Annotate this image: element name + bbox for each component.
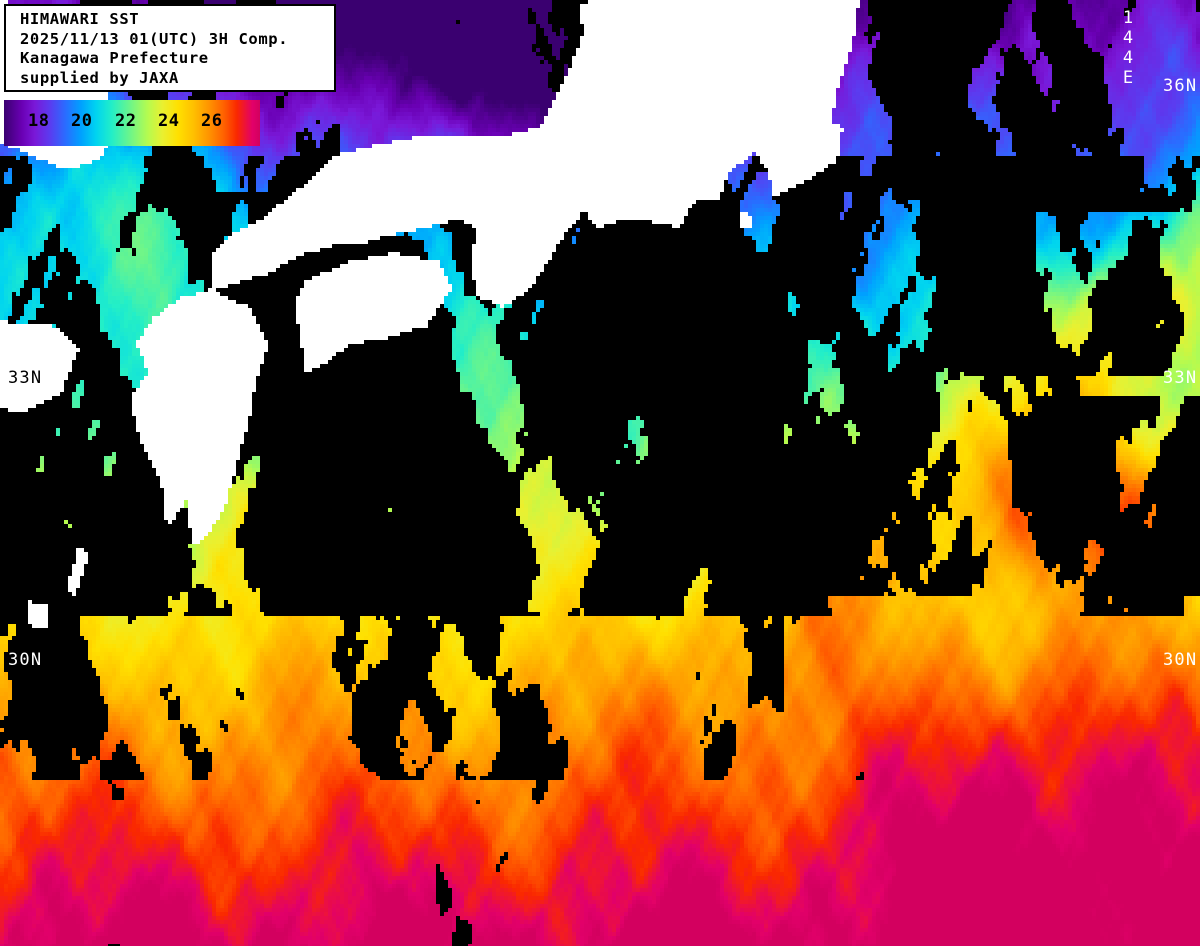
lat-label-36n-right: 36N (1163, 76, 1198, 96)
title-line-product: HIMAWARI SST (20, 10, 140, 28)
title-info-box: HIMAWARI SST 2025/11/13 01(UTC) 3H Comp.… (4, 4, 336, 92)
lat-label-30n-left: 30N (8, 650, 43, 670)
colorbar-tick-22: 22 (115, 111, 137, 131)
colorbar-tick-18: 18 (28, 111, 50, 131)
lat-label-30n-right: 30N (1163, 650, 1198, 670)
colorbar-tick-26: 26 (201, 111, 223, 131)
title-line-org: Kanagawa Prefecture (20, 49, 209, 67)
lon-label-144e: 144E (1118, 8, 1138, 88)
colorbar-gradient (4, 100, 260, 146)
title-line-datetime: 2025/11/13 01(UTC) 3H Comp. (20, 29, 289, 48)
lat-label-33n-left: 33N (8, 368, 43, 388)
title-line-source: supplied by JAXA (20, 68, 179, 87)
colorbar-tick-24: 24 (158, 111, 180, 131)
lat-label-33n-right: 33N (1163, 368, 1198, 388)
sst-colorbar[interactable]: 18 20 22 24 26 (4, 100, 260, 146)
colorbar-tick-20: 20 (71, 111, 93, 131)
